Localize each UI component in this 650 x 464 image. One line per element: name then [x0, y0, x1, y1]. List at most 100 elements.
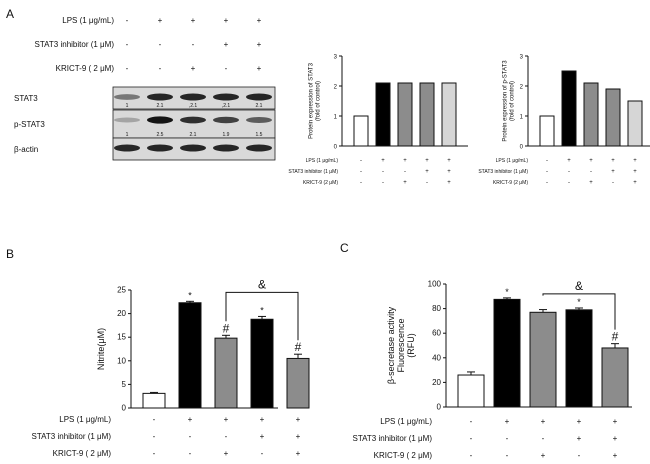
panel-label-a: A: [6, 7, 14, 21]
condition-label: STAT3 inhibitor (1 μM): [32, 432, 112, 441]
y-tick-label: 2: [520, 85, 524, 91]
condition-sign: +: [613, 417, 618, 426]
blot-band: [213, 116, 239, 124]
blot-band-value: ,2.1: [222, 103, 231, 109]
y-axis-label: Nitrite(μM): [96, 328, 106, 370]
bar: [565, 309, 593, 408]
blot-band-value: 2.1: [157, 103, 164, 109]
significance-mark: *: [260, 305, 264, 315]
condition-sign: +: [613, 451, 618, 460]
blot-band: [114, 94, 140, 100]
condition-sign: -: [426, 180, 428, 186]
bracket-label: &: [258, 277, 266, 291]
blot-band-value: 2.1: [256, 103, 263, 109]
bar: [441, 82, 457, 147]
condition-sign: +: [381, 158, 385, 164]
blot-band-label: β-actin: [14, 145, 38, 154]
y-axis-label: β-secretase activity: [386, 306, 396, 384]
condition-label: STAT3 inhibitor (1 μM): [353, 434, 433, 443]
y-tick-label: 5: [122, 380, 127, 389]
blot-sign: +: [158, 16, 163, 25]
blot-band: [213, 144, 239, 152]
condition-sign: -: [542, 434, 545, 443]
bsecretase-chart: 0 20 40 60 80 100 β-secretase activity Fluoresc…: [353, 279, 632, 460]
blot-sign: -: [126, 40, 129, 49]
y-axis-label: Fluorescence: [396, 318, 406, 372]
y-tick-label: 3: [520, 55, 524, 61]
y-tick-label: 0: [520, 145, 524, 151]
blot-band: [180, 93, 206, 101]
y-tick-label: 20: [117, 309, 126, 318]
condition-label: STAT3 inhibitor (1 μM): [288, 169, 338, 175]
blot-sign: +: [257, 64, 262, 73]
bar: [529, 311, 557, 408]
condition-sign: +: [589, 180, 593, 186]
bar: [286, 357, 310, 409]
blot-band-label: p-STAT3: [14, 120, 45, 129]
blot-band-value: 1: [126, 103, 129, 109]
condition-sign: +: [403, 158, 407, 164]
y-axis-label: (RFU): [406, 333, 416, 358]
y-axis-label: Protein expression of p-STAT3: [503, 60, 509, 142]
condition-sign: +: [577, 417, 582, 426]
y-tick-label: 20: [432, 378, 441, 387]
condition-sign: -: [153, 432, 156, 441]
blot-band-value: 2.5: [157, 132, 164, 138]
y-tick-label: 0: [334, 145, 338, 151]
bar: [539, 115, 555, 147]
condition-sign: -: [470, 451, 473, 460]
blot-sign: -: [192, 40, 195, 49]
blot-band: [213, 93, 239, 101]
condition-sign: -: [568, 180, 570, 186]
blot-band-value: 1.9: [223, 132, 230, 138]
condition-sign: -: [506, 434, 509, 443]
condition-sign: +: [505, 417, 510, 426]
y-tick-label: 0: [122, 404, 127, 413]
condition-label: STAT3 inhibitor (1 μM): [478, 169, 528, 175]
condition-sign: +: [447, 169, 451, 175]
y-tick-label: 15: [117, 333, 126, 342]
condition-sign: +: [577, 434, 582, 443]
condition-sign: +: [224, 449, 229, 458]
y-tick-label: 40: [432, 353, 441, 362]
condition-sign: -: [470, 434, 473, 443]
blot-band-value: 1.5: [256, 132, 263, 138]
condition-sign: +: [224, 415, 229, 424]
condition-label: KRICT-9 ( 2 μM): [374, 451, 433, 460]
blot-sign: -: [159, 40, 162, 49]
y-tick-label: 60: [432, 329, 441, 338]
condition-label: LPS (1 μg/mL): [306, 158, 339, 164]
blot-band: [147, 93, 173, 101]
y-tick-label: 100: [428, 280, 442, 289]
blot-condition-label: LPS (1 μg/mL): [62, 16, 114, 25]
y-tick-label: 10: [117, 356, 126, 365]
blot-membrane: [112, 109, 276, 139]
condition-sign: -: [360, 180, 362, 186]
condition-sign: -: [189, 432, 192, 441]
blot-band: [147, 144, 173, 152]
bar: [142, 392, 166, 409]
bar: [419, 82, 435, 147]
condition-label: KRICT-9 ( 2 μM): [53, 449, 112, 458]
blot-band-label: STAT3: [14, 94, 38, 103]
condition-sign: +: [633, 180, 637, 186]
condition-sign: +: [447, 158, 451, 164]
condition-sign: +: [296, 432, 301, 441]
blot-sign: +: [191, 64, 196, 73]
bar: [250, 318, 274, 409]
condition-label: LPS (1 μg/mL): [59, 415, 111, 424]
y-tick-label: 0: [437, 403, 442, 412]
blot-sign: +: [224, 40, 229, 49]
bar: [178, 302, 202, 409]
condition-sign: -: [360, 169, 362, 175]
blot-sign: -: [126, 16, 129, 25]
y-tick-label: 1: [520, 115, 524, 121]
significance-mark: #: [295, 340, 302, 354]
condition-sign: +: [541, 417, 546, 426]
y-tick-label: 25: [117, 286, 126, 295]
condition-sign: -: [404, 169, 406, 175]
blot-sign: +: [257, 16, 262, 25]
condition-sign: +: [633, 169, 637, 175]
condition-sign: +: [447, 180, 451, 186]
condition-sign: +: [633, 158, 637, 164]
